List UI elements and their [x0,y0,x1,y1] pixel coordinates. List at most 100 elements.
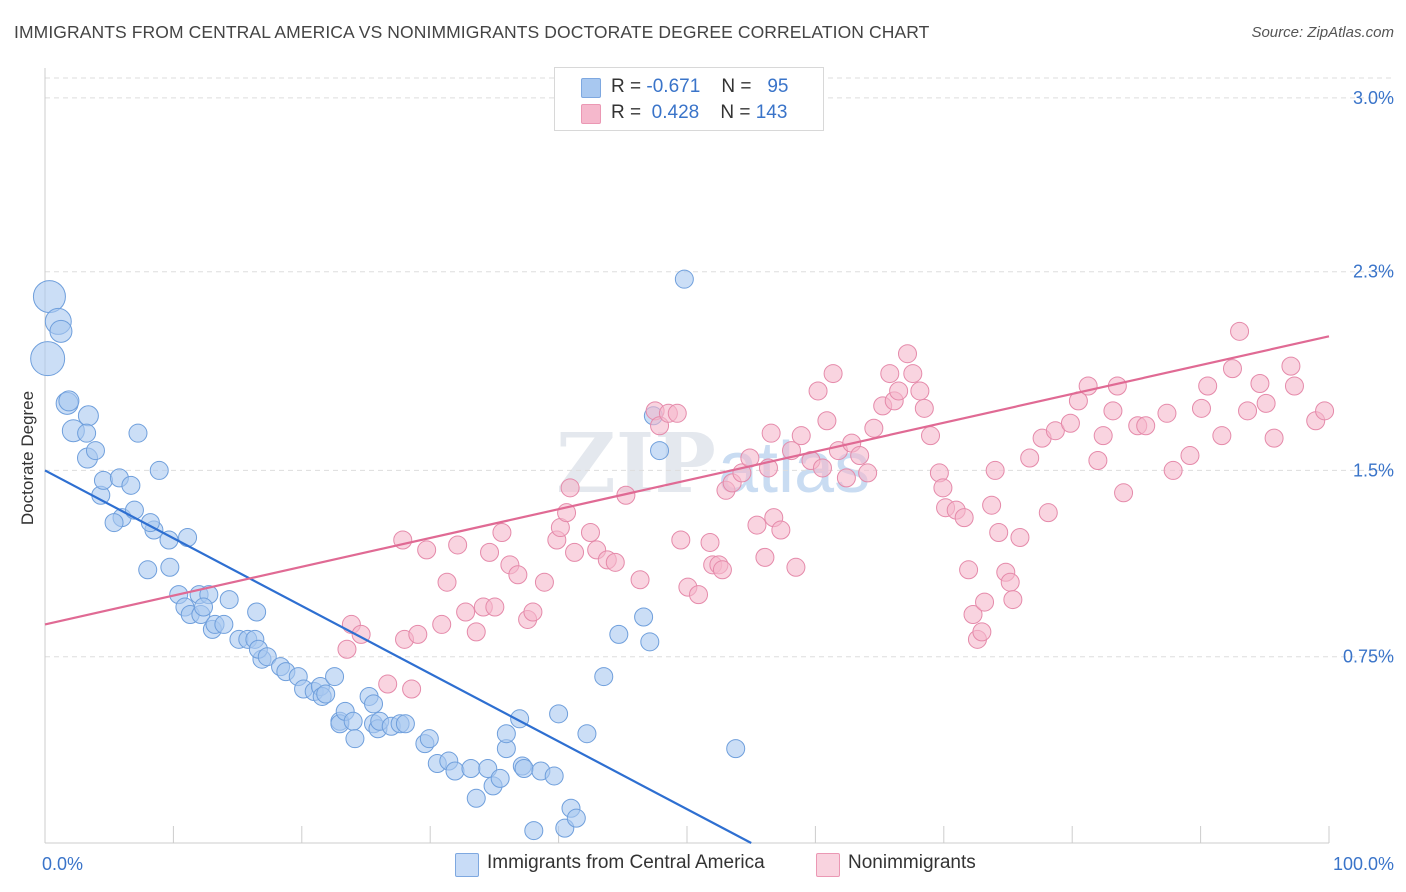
data-point [30,341,66,377]
data-point [634,607,654,627]
data-point [630,570,650,590]
trendline-immigrants [44,469,752,844]
data-point [485,597,505,617]
legend-n-value-nonimmigrants: 143 [755,102,788,123]
data-point [138,560,158,580]
data-point [402,679,422,699]
y-tick-label: 1.5% [1353,460,1394,480]
data-point [1010,527,1030,547]
data-point [343,711,363,731]
data-point [417,540,437,560]
data-point [566,808,586,828]
data-point [1238,401,1258,421]
data-point [771,520,791,540]
data-point [650,441,670,461]
data-point [671,530,691,550]
data-point [864,418,884,438]
data-point [345,729,365,749]
data-point [149,460,169,480]
data-point [448,535,468,555]
data-point [337,639,357,659]
data-point [549,704,569,724]
x-tick-label: 0.0% [42,854,83,874]
data-point [490,768,510,788]
data-point [747,515,767,535]
data-point [364,694,384,714]
data-point [989,523,1009,543]
legend-swatch-immigrants [581,78,601,98]
data-point [140,513,160,533]
data-point [674,269,694,289]
data-point [594,667,614,687]
data-point [1222,359,1242,379]
data-point [378,674,398,694]
data-point [609,624,629,644]
data-point [1038,503,1058,523]
data-point [466,788,486,808]
data-point [963,604,983,624]
data-point [1315,401,1335,421]
series-nonimmigrants [337,321,1335,699]
bottom-legend-swatch-nonimmigrants [816,853,840,877]
data-point [77,405,99,427]
legend-r-label: R = [611,76,642,97]
data-point [523,602,543,622]
data-point [194,597,214,617]
trendline-nonimmigrants [44,335,1330,626]
legend-r-value-immigrants: -0.671 [646,76,701,97]
bottom-legend-label-nonimmigrants: Nonimmigrants [848,852,976,873]
data-point [1103,401,1123,421]
bottom-legend-swatch-immigrants [455,853,479,877]
legend-n-value-immigrants: 95 [767,76,789,97]
data-point [496,724,516,744]
y-tick-label: 3.0% [1353,88,1394,108]
data-point [544,766,564,786]
data-point [257,647,277,667]
data-point [700,532,720,552]
data-point [514,758,534,778]
data-point [1250,374,1270,394]
data-point [1284,376,1304,396]
data-point [219,590,239,610]
data-point [933,478,953,498]
data-point [823,364,843,384]
data-point [1264,428,1284,448]
data-point [1045,421,1065,441]
data-point [817,411,837,431]
data-point [77,423,97,443]
legend-r-value-nonimmigrants: 0.428 [651,102,700,123]
legend-n-label: N = [721,76,752,97]
data-point [437,572,457,592]
x-tick-label: 100.0% [1333,854,1394,874]
data-point [1281,356,1301,376]
data-point [461,758,481,778]
data-point [214,614,234,634]
data-point [1157,403,1177,423]
data-point [49,319,73,343]
data-point [1180,446,1200,466]
bottom-legend-label-immigrants: Immigrants from Central America [487,852,765,873]
data-point [880,364,900,384]
data-point [560,478,580,498]
data-point [889,381,909,401]
data-point [58,390,80,412]
data-point [466,622,486,642]
data-point [1088,451,1108,470]
data-point [128,423,148,443]
data-point [1020,448,1040,468]
data-point [761,423,781,443]
chart-title: IMMIGRANTS FROM CENTRAL AMERICA VS NONIM… [14,22,930,42]
y-tick-label: 2.3% [1353,262,1394,282]
data-point [1198,376,1218,396]
legend-n-label: N = [720,102,751,123]
data-point [640,632,660,652]
data-point [959,560,979,580]
data-point [104,513,124,533]
correlation-legend: R = -0.671 N = 95 R = 0.428 N = 143 [554,67,824,131]
data-point [972,622,992,642]
data-point [395,714,415,734]
y-tick-label: 0.75% [1343,647,1394,667]
data-point [432,614,452,634]
data-point [478,758,498,778]
data-point [1212,426,1232,446]
